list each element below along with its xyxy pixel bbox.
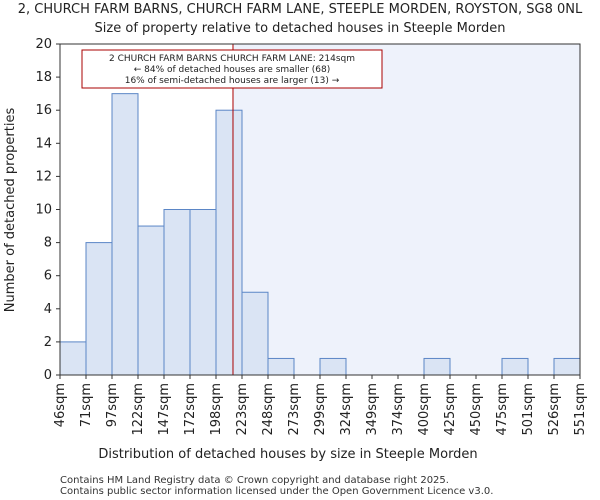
x-tick-label: 223sqm: [235, 383, 250, 436]
x-tick-label: 526sqm: [547, 383, 562, 436]
x-tick-label: 147sqm: [157, 383, 172, 436]
chart-title: 2, CHURCH FARM BARNS, CHURCH FARM LANE, …: [18, 2, 583, 17]
y-tick-label: 18: [35, 70, 52, 85]
annotation-box: 2 CHURCH FARM BARNS CHURCH FARM LANE: 21…: [81, 49, 383, 89]
x-tick-label: 501sqm: [521, 383, 536, 436]
bar: [319, 357, 347, 376]
y-tick-label: 20: [35, 37, 52, 52]
bar: [267, 357, 295, 376]
x-tick-label: 71sqm: [79, 383, 94, 427]
plot-area: 0 2 4 6 8 10 12 14 16 18 20 46sqm 71sqm 97sqm 122sqm 1…: [35, 37, 588, 436]
y-axis-label: Number of detached properties: [3, 108, 18, 313]
y-tick-label: 4: [44, 302, 52, 317]
y-tick-label: 0: [44, 368, 52, 383]
y-tick-label: 2: [44, 335, 52, 350]
y-tick-label: 10: [35, 203, 52, 218]
x-tick-label: 273sqm: [287, 383, 302, 436]
y-tick-label: 6: [44, 269, 52, 284]
x-axis-ticks: 46sqm 71sqm 97sqm 122sqm 147sqm 172sqm 198sqm 2…: [53, 375, 588, 436]
y-tick-label: 14: [35, 136, 52, 151]
footer-line-1: Contains HM Land Registry data © Crown c…: [60, 475, 449, 486]
x-tick-label: 374sqm: [391, 383, 406, 436]
y-tick-label: 8: [44, 236, 52, 251]
annotation-line-3: 16% of semi-detached houses are larger (…: [125, 76, 340, 86]
larger-region-background: [232, 44, 580, 375]
x-tick-label: 172sqm: [183, 383, 198, 436]
annotation-frame: [81, 49, 383, 89]
x-tick-label: 97sqm: [105, 383, 120, 427]
x-tick-label: 324sqm: [339, 383, 354, 436]
y-axis-ticks: 0 2 4 6 8 10 12 14 16 18 20: [35, 37, 60, 383]
x-tick-label: 299sqm: [313, 383, 328, 436]
x-tick-label: 400sqm: [417, 383, 432, 436]
bar: [137, 225, 165, 376]
bars: [59, 93, 581, 376]
bar: [501, 357, 529, 376]
bar: [553, 357, 581, 376]
x-tick-label: 551sqm: [573, 383, 588, 436]
annotation-line-1: 2 CHURCH FARM BARNS CHURCH FARM LANE: 21…: [109, 54, 355, 64]
bar: [189, 209, 217, 376]
y-tick-label: 16: [35, 103, 52, 118]
bar: [423, 357, 451, 376]
footer-line-2: Contains public sector information licen…: [60, 486, 493, 497]
x-tick-label: 46sqm: [53, 383, 68, 427]
x-tick-label: 248sqm: [261, 383, 276, 436]
x-tick-label: 349sqm: [365, 383, 380, 436]
x-tick-label: 425sqm: [443, 383, 458, 436]
x-tick-label: 198sqm: [209, 383, 224, 436]
y-tick-label: 12: [35, 169, 52, 184]
bar: [163, 209, 191, 376]
bar: [215, 109, 243, 376]
x-axis-label: Distribution of detached houses by size …: [98, 447, 477, 462]
x-tick-label: 450sqm: [469, 383, 484, 436]
bar: [59, 341, 87, 376]
bar: [111, 93, 139, 376]
bar: [85, 242, 113, 376]
x-tick-label: 122sqm: [131, 383, 146, 436]
chart-subtitle: Size of property relative to detached ho…: [95, 21, 506, 36]
bar: [241, 291, 269, 376]
annotation-line-2: ← 84% of detached houses are smaller (68…: [134, 65, 331, 75]
x-tick-label: 475sqm: [495, 383, 510, 436]
